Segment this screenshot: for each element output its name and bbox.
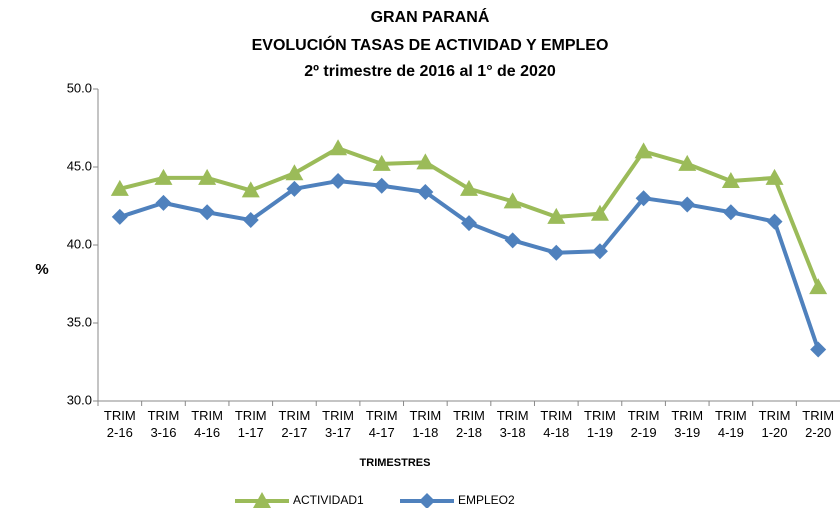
- point: [373, 177, 390, 194]
- point: [155, 194, 172, 211]
- y-tick-label: 35.0: [67, 314, 92, 329]
- point: [329, 139, 348, 156]
- x-tick-label: TRIM 1-19: [584, 408, 616, 440]
- point: [721, 172, 740, 189]
- x-tick-label: TRIM 4-18: [540, 408, 572, 440]
- point: [809, 278, 828, 295]
- point: [503, 192, 522, 209]
- point: [504, 232, 521, 249]
- point: [241, 181, 260, 198]
- point: [548, 244, 565, 261]
- point: [766, 213, 783, 230]
- legend-label: EMPLEO2: [458, 493, 515, 507]
- point: [198, 168, 217, 185]
- point: [199, 204, 216, 221]
- point: [417, 183, 434, 200]
- x-axis-label: TRIMESTRES: [360, 457, 431, 469]
- point: [722, 204, 739, 221]
- x-tick-label: TRIM 3-17: [322, 408, 354, 440]
- x-tick-label: TRIM 3-19: [671, 408, 703, 440]
- x-tick-label: TRIM 2-17: [279, 408, 311, 440]
- x-tick-label: TRIM 1-20: [759, 408, 791, 440]
- chart-title: GRAN PARANÁ: [371, 7, 490, 26]
- point: [634, 142, 653, 159]
- point: [242, 212, 259, 229]
- point: [330, 173, 347, 190]
- y-tick-label: 40.0: [67, 236, 92, 251]
- point: [810, 341, 827, 358]
- point: [678, 154, 697, 171]
- x-tick-label: TRIM 2-18: [453, 408, 485, 440]
- x-tick-label: TRIM 4-16: [191, 408, 223, 440]
- point: [590, 204, 609, 221]
- point: [111, 208, 128, 225]
- x-tick-label: TRIM 1-17: [235, 408, 267, 440]
- point: [285, 164, 304, 181]
- x-tick-label: TRIM 1-18: [409, 408, 441, 440]
- x-tick-label: TRIM 2-20: [802, 408, 834, 440]
- x-tick-label: TRIM 3-18: [497, 408, 529, 440]
- x-tick-label: TRIM 2-16: [104, 408, 136, 440]
- point: [286, 180, 303, 197]
- point: [110, 179, 129, 196]
- point: [154, 168, 173, 185]
- x-tick-label: TRIM 2-19: [628, 408, 660, 440]
- point: [635, 190, 652, 207]
- point: [416, 153, 435, 170]
- y-tick-label: 50.0: [67, 80, 92, 95]
- y-tick-label: 45.0: [67, 158, 92, 173]
- point: [591, 243, 608, 260]
- y-tick-label: 30.0: [67, 392, 92, 407]
- chart-subtitle: 2º trimestre de 2016 al 1° de 2020: [304, 63, 556, 80]
- x-tick-label: TRIM 4-19: [715, 408, 747, 440]
- point: [679, 196, 696, 213]
- point: [372, 154, 391, 171]
- point: [765, 168, 784, 185]
- chart-title: EVOLUCIÓN TASAS DE ACTIVIDAD Y EMPLEO: [252, 35, 609, 54]
- point: [461, 215, 477, 232]
- x-tick-label: TRIM 3-16: [148, 408, 180, 440]
- series-line: [119, 179, 821, 351]
- x-tick-label: TRIM 4-17: [366, 408, 398, 440]
- point: [460, 179, 478, 196]
- point: [253, 492, 271, 508]
- y-axis-label: %: [35, 261, 48, 278]
- point: [547, 207, 566, 224]
- point: [419, 493, 435, 508]
- legend-label: ACTIVIDAD1: [293, 493, 364, 507]
